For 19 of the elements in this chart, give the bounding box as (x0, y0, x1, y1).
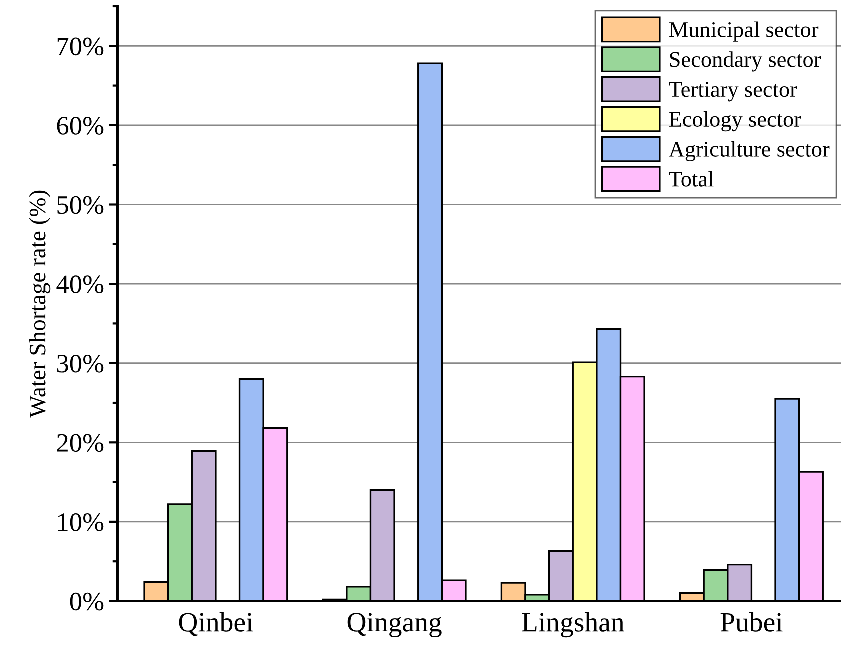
y-axis-title: Water Shortage rate (%) (29, 190, 51, 418)
x-tick-label: Pubei (720, 612, 783, 632)
legend-label: Tertiary sector (669, 82, 798, 102)
y-tick-label: 50% (58, 196, 104, 214)
legend-label: Agriculture sector (669, 141, 830, 162)
legend-label: Municipal sector (669, 22, 819, 42)
y-tick-label: 40% (56, 276, 104, 294)
x-tick-label: Lingshan (522, 612, 624, 638)
y-tick-label: 10% (58, 514, 104, 532)
legend-label: Ecology sector (669, 111, 802, 132)
x-tick-label: Qingang (348, 613, 442, 638)
legend-label: Total (669, 171, 714, 187)
legend-label: Secondary sector (670, 52, 822, 72)
x-tick-label: Qinbei (179, 612, 254, 636)
y-tick-label: 30% (57, 354, 104, 373)
y-tick-label: 60% (57, 117, 104, 135)
y-tick-label: 0% (70, 592, 104, 611)
y-tick-label: 70% (58, 38, 104, 56)
y-tick-label: 20% (57, 434, 104, 452)
